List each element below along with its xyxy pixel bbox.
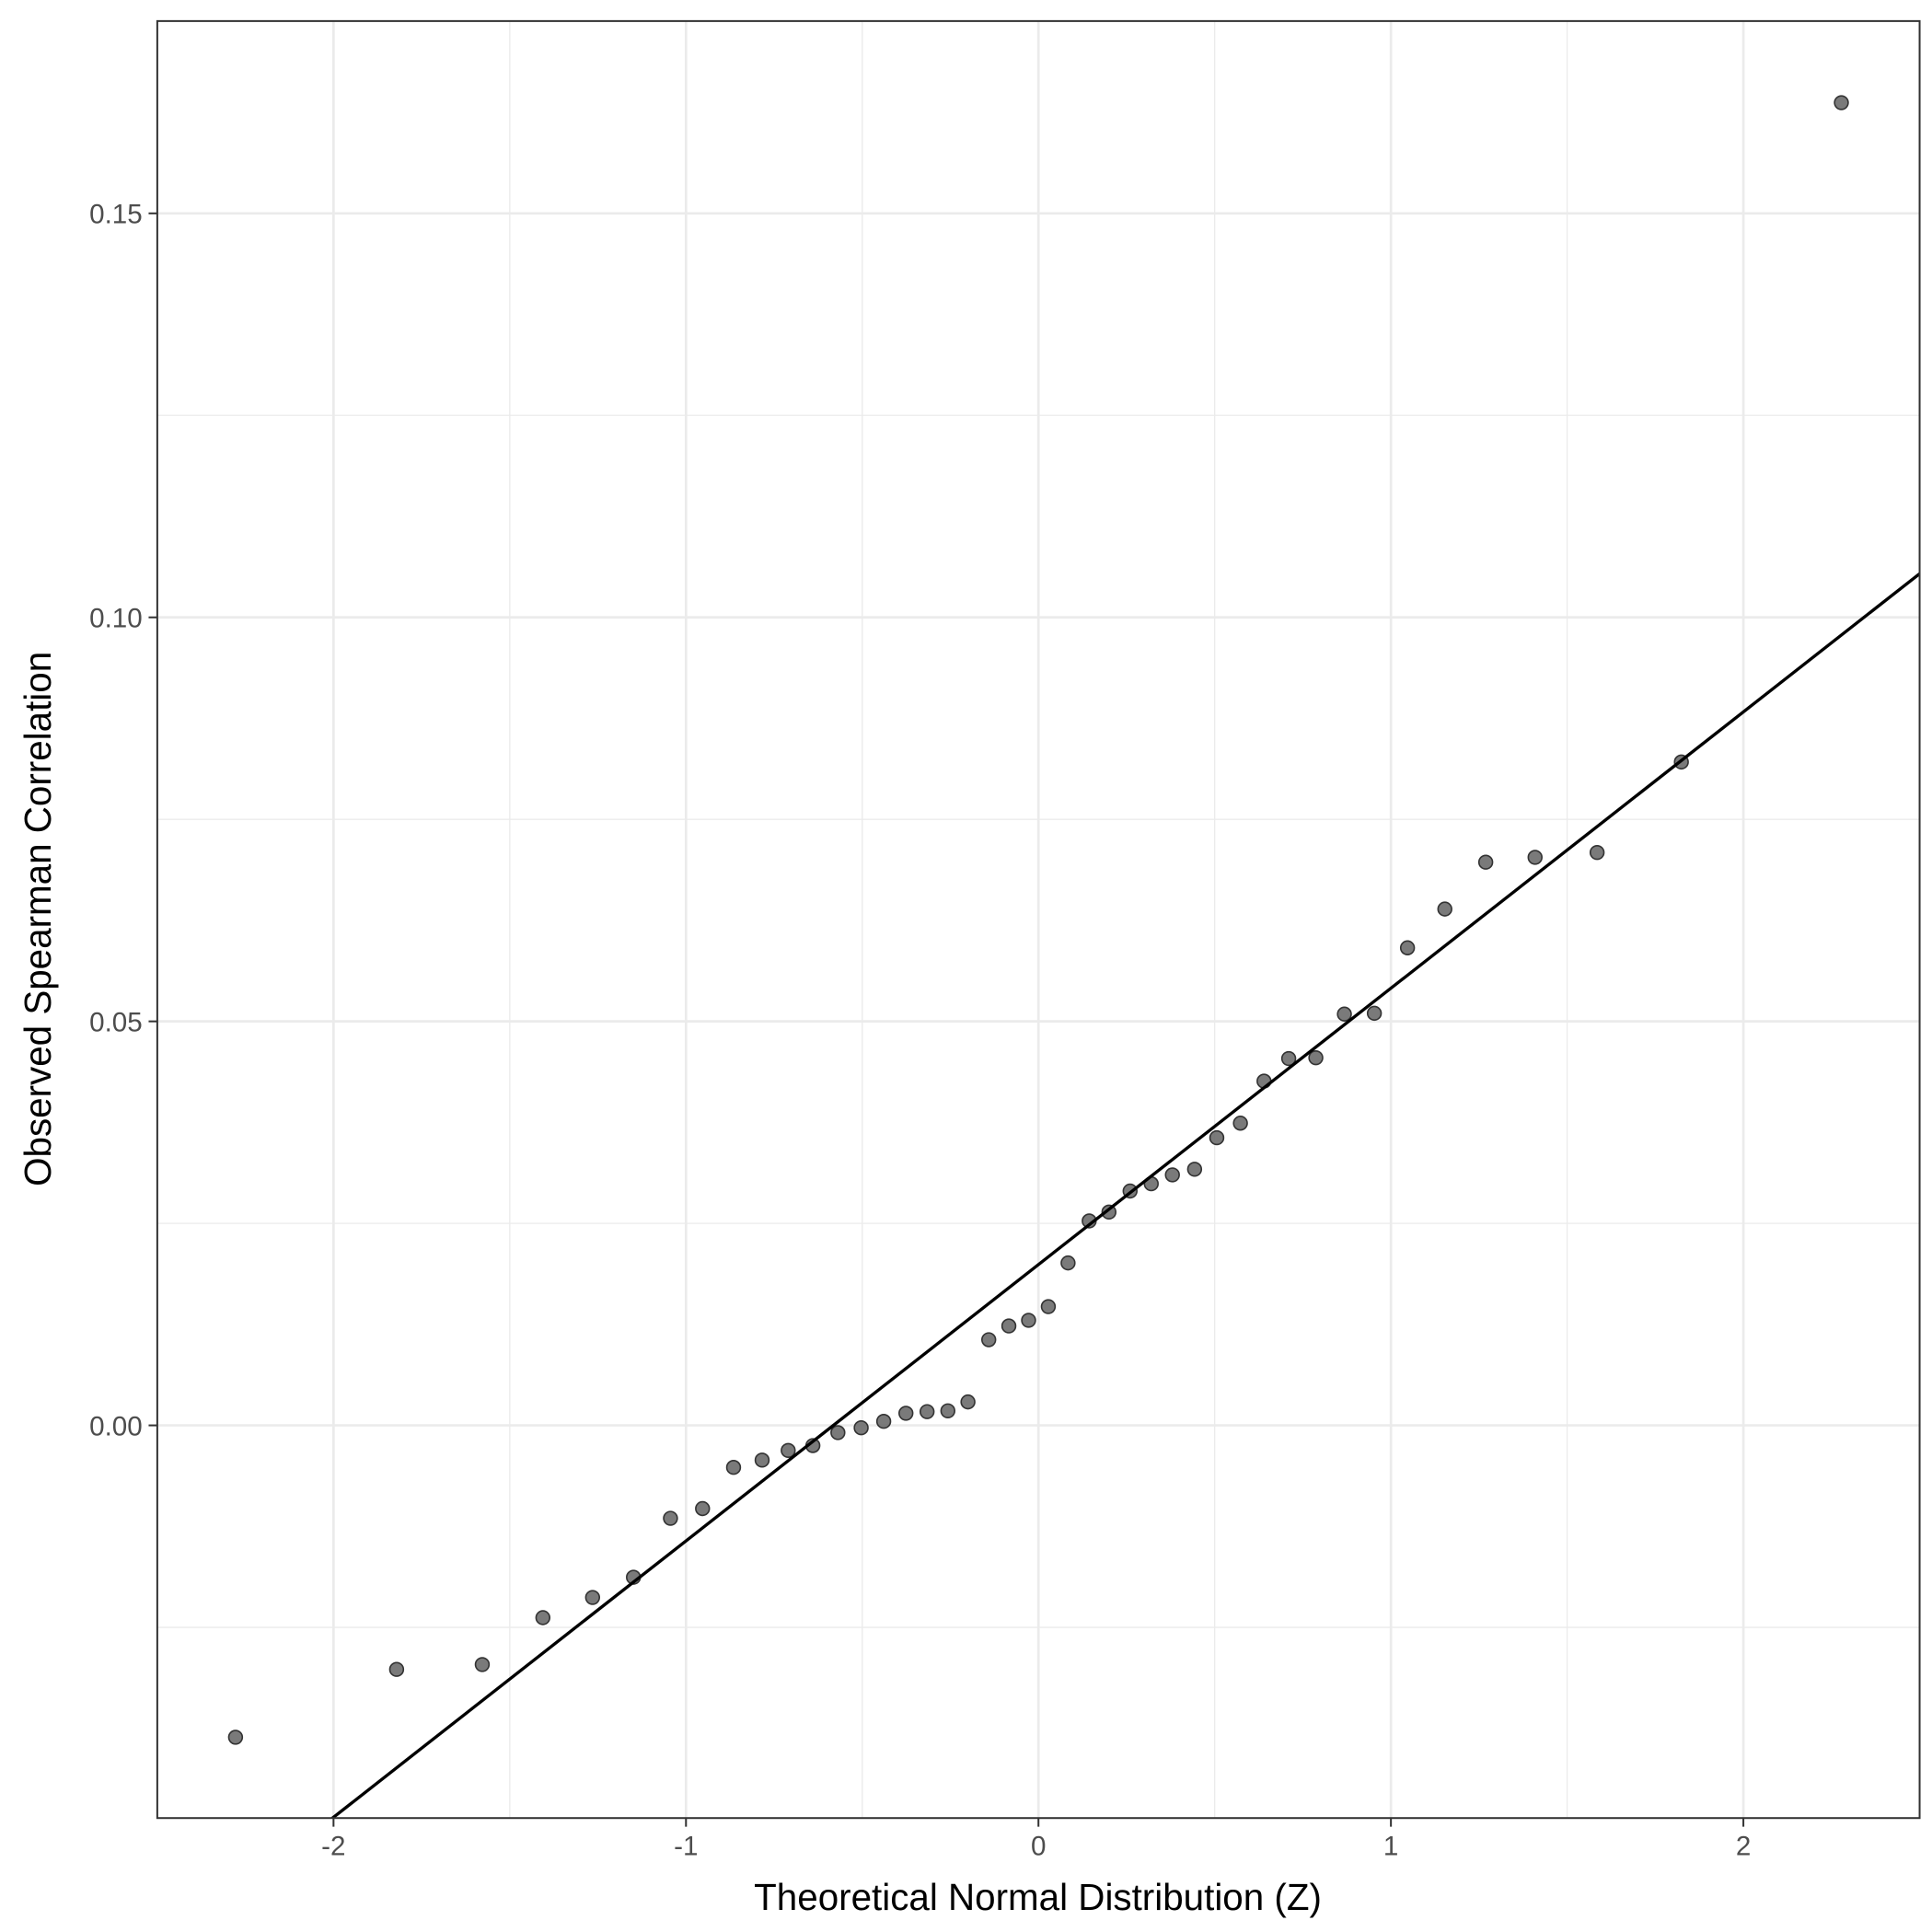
point xyxy=(695,1500,711,1517)
point xyxy=(1399,940,1416,955)
x-tick-label: -1 xyxy=(674,1832,698,1862)
x-tick-label: -2 xyxy=(321,1832,345,1862)
point xyxy=(1040,1299,1057,1314)
point xyxy=(1477,854,1494,870)
y-tick-label: 0.15 xyxy=(89,200,143,230)
point xyxy=(981,1332,997,1348)
point xyxy=(1280,1050,1297,1067)
point xyxy=(1437,901,1452,917)
point xyxy=(830,1425,846,1440)
y-tick-label: 0.00 xyxy=(89,1411,143,1441)
point xyxy=(1209,1129,1225,1146)
point xyxy=(853,1420,869,1436)
point xyxy=(535,1610,551,1625)
point xyxy=(663,1510,678,1526)
point xyxy=(725,1460,742,1475)
point xyxy=(898,1406,914,1421)
point xyxy=(1021,1313,1036,1328)
point xyxy=(1001,1318,1017,1334)
point xyxy=(1164,1167,1180,1183)
reference-line xyxy=(330,573,1920,1819)
point xyxy=(754,1452,770,1468)
x-axis-title: Theoretical Normal Distribution (Z) xyxy=(754,1876,1322,1918)
point xyxy=(875,1413,892,1429)
marks xyxy=(227,95,1920,1819)
point xyxy=(1060,1255,1076,1271)
y-axis-title: Observed Spearman Correlation xyxy=(17,652,59,1186)
point xyxy=(1101,1204,1117,1221)
point xyxy=(1308,1049,1324,1066)
x-tick-label: 0 xyxy=(1031,1832,1046,1862)
point xyxy=(1232,1116,1248,1131)
point xyxy=(1834,95,1849,110)
point xyxy=(1527,850,1543,865)
grid xyxy=(156,20,1921,1819)
point xyxy=(1366,1005,1382,1022)
x-tick-label: 2 xyxy=(1736,1832,1751,1862)
x-tick-label: 1 xyxy=(1383,1832,1398,1862)
point xyxy=(940,1403,956,1418)
point xyxy=(388,1661,405,1677)
point xyxy=(960,1394,976,1410)
point xyxy=(919,1404,935,1419)
point xyxy=(474,1657,491,1672)
point xyxy=(1186,1162,1203,1177)
point xyxy=(584,1590,601,1605)
plot-border xyxy=(156,19,1921,1820)
y-tick-label: 0.05 xyxy=(89,1007,143,1037)
point xyxy=(1589,844,1605,861)
point xyxy=(781,1442,796,1458)
point xyxy=(227,1730,244,1745)
y-tick-label: 0.10 xyxy=(89,603,143,633)
point xyxy=(1336,1006,1352,1022)
